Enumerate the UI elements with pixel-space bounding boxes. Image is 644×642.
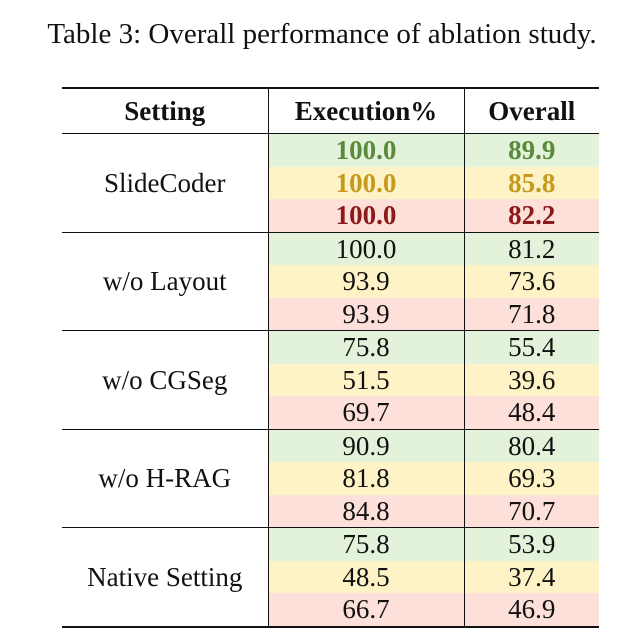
table-row: 93.9 73.6 — [62, 265, 599, 298]
table-row: SlideCoder 100.0 89.9 — [62, 133, 599, 233]
execution-cell: 66.7 — [267, 593, 464, 628]
header-overall: Overall — [463, 87, 599, 134]
table-row: 84.8 70.7 — [62, 494, 599, 528]
table-row: Native Setting 75.8 53.9 — [62, 527, 599, 628]
table-row: 100.0 85.8 — [62, 166, 599, 199]
overall-cell: 73.6 — [463, 265, 599, 298]
execution-cell: 75.8 — [267, 527, 464, 561]
table-row: 93.9 71.8 — [62, 297, 599, 331]
overall-cell: 81.2 — [463, 232, 599, 265]
execution-cell: 84.8 — [267, 494, 464, 528]
table-row: 48.5 37.4 — [62, 560, 599, 593]
table-row: 100.0 82.2 — [62, 199, 599, 233]
header-execution: Execution% — [267, 87, 464, 134]
table-row: 69.7 48.4 — [62, 396, 599, 430]
overall-cell: 85.8 — [463, 166, 599, 199]
execution-cell: 93.9 — [267, 265, 464, 298]
overall-cell: 37.4 — [463, 560, 599, 593]
setting-cell: w/o CGSeg — [62, 330, 268, 430]
execution-cell: 100.0 — [267, 133, 464, 167]
table-row: 66.7 46.9 — [62, 593, 599, 628]
table-caption: Table 3: Overall performance of ablation… — [47, 18, 597, 50]
overall-cell: 82.2 — [463, 199, 599, 233]
setting-cell: w/o Layout — [62, 232, 268, 331]
execution-cell: 100.0 — [267, 166, 464, 199]
table-row: w/o CGSeg 75.8 55.4 — [62, 330, 599, 430]
execution-cell: 100.0 — [267, 199, 464, 233]
table-row: 81.8 69.3 — [62, 462, 599, 495]
execution-cell: 48.5 — [267, 560, 464, 593]
overall-cell: 70.7 — [463, 494, 599, 528]
execution-cell: 90.9 — [267, 429, 464, 462]
setting-cell: Native Setting — [62, 527, 268, 628]
overall-cell: 71.8 — [463, 297, 599, 331]
overall-cell: 80.4 — [463, 429, 599, 462]
overall-cell: 39.6 — [463, 363, 599, 396]
execution-cell: 75.8 — [267, 330, 464, 364]
setting-cell: SlideCoder — [62, 133, 268, 233]
table-row: w/o Layout 100.0 81.2 — [62, 232, 599, 331]
overall-cell: 46.9 — [463, 593, 599, 628]
overall-cell: 69.3 — [463, 462, 599, 495]
overall-cell: 55.4 — [463, 330, 599, 364]
header-setting: Setting — [62, 87, 268, 134]
setting-cell: w/o H-RAG — [62, 429, 268, 528]
execution-cell: 69.7 — [267, 396, 464, 430]
overall-cell: 48.4 — [463, 396, 599, 430]
header-row: Setting Execution% Overall — [62, 87, 599, 134]
overall-cell: 53.9 — [463, 527, 599, 561]
execution-cell: 93.9 — [267, 297, 464, 331]
table-row: w/o H-RAG 90.9 80.4 — [62, 429, 599, 528]
overall-cell: 89.9 — [463, 133, 599, 167]
execution-cell: 51.5 — [267, 363, 464, 396]
table-row: 51.5 39.6 — [62, 363, 599, 396]
execution-cell: 100.0 — [267, 232, 464, 265]
ablation-table: Setting Execution% Overall SlideCoder 10… — [62, 87, 599, 628]
execution-cell: 81.8 — [267, 462, 464, 495]
